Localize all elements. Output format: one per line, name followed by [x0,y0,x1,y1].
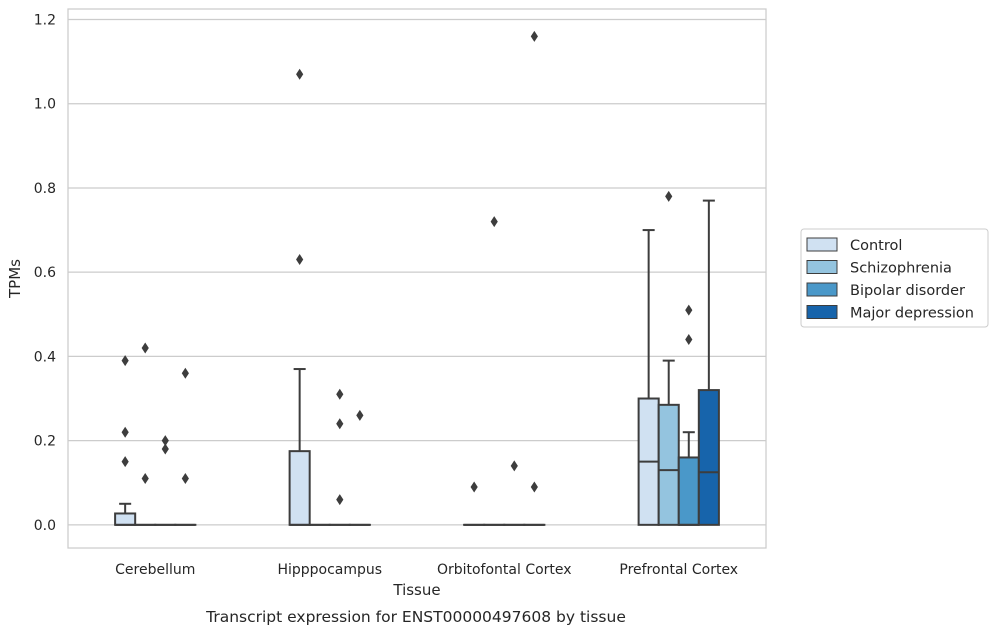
box-schizophrenia [657,190,680,526]
legend: Control Schizophrenia Bipolar disorder Majo… [800,228,989,328]
box-major-depression [697,199,720,526]
legend-frame [800,228,989,328]
legend-swatch [806,260,838,274]
box [697,389,720,526]
box [677,456,700,526]
outlier-point [356,409,364,421]
box-bipolar-disorder [677,304,700,526]
outlier-point [121,456,129,468]
y-tick-label: 0.4 [34,349,56,365]
outlier-point [490,216,498,228]
y-tick-label: 0.8 [34,181,56,197]
outlier-point [685,334,693,346]
box-control [637,229,660,526]
outlier-point [121,426,129,438]
legend-label: Schizophrenia [850,261,952,277]
outlier-point [665,190,673,202]
outlier-point [141,342,149,354]
box-plots [114,30,720,526]
box-bipolar-disorder [154,435,177,526]
legend-swatch [806,237,838,252]
x-tick-label: Prefrontal Cortex [619,562,738,578]
x-tick-label: Hipppocampus [277,562,382,578]
y-tick-label: 0.2 [34,434,56,450]
legend-label: Bipolar disorder [850,283,965,299]
outlier-point [296,254,304,266]
box [288,450,311,526]
legend-swatch [806,282,838,297]
legend-swatch [806,305,838,319]
box-major-depression [174,367,197,526]
outlier-point [121,355,129,367]
outlier-point [336,388,344,400]
outlier-point [530,30,538,42]
outlier-point [530,481,538,493]
box-major-depression [348,409,371,526]
box-major-depression [523,30,546,526]
y-tick-label: 0.6 [34,265,56,281]
y-tick-label: 1.2 [34,13,56,29]
box-schizophrenia [483,216,506,526]
outlier-point [685,304,693,316]
y-axis-ticks: 0.0 0.2 0.4 0.6 0.8 1.0 1.2 [34,13,56,534]
outlier-point [161,435,169,447]
legend-label: Control [850,238,902,254]
box [657,403,680,526]
box-control [463,481,486,526]
x-tick-label: Cerebellum [115,562,195,578]
outlier-point [336,494,344,506]
x-tick-label: Orbitofontal Cortex [437,562,572,578]
x-axis-ticks: Cerebellum Hipppocampus Orbitofontal Corte… [115,562,738,578]
plot-area-frame [67,8,767,549]
box-control [288,68,311,526]
y-tick-label: 1.0 [34,97,56,113]
outlier-point [336,418,344,430]
gridlines [68,18,766,526]
outlier-point [470,481,478,493]
outlier-point [296,68,304,80]
box-bipolar-disorder [328,388,351,526]
x-axis-title: Tissue [392,581,440,599]
box [114,512,137,526]
box-schizophrenia [134,342,157,526]
outlier-point [141,473,149,485]
box-control [114,355,137,526]
outlier-point [181,473,189,485]
outlier-point [510,460,518,472]
outlier-point [161,443,169,455]
y-axis-title: TPMs [6,259,24,299]
legend-label: Major depression [850,306,974,322]
y-tick-label: 0.0 [34,518,56,534]
outlier-point [181,367,189,379]
box-bipolar-disorder [503,460,526,526]
chart-caption: Transcript expression for ENST0000049760… [205,608,626,626]
